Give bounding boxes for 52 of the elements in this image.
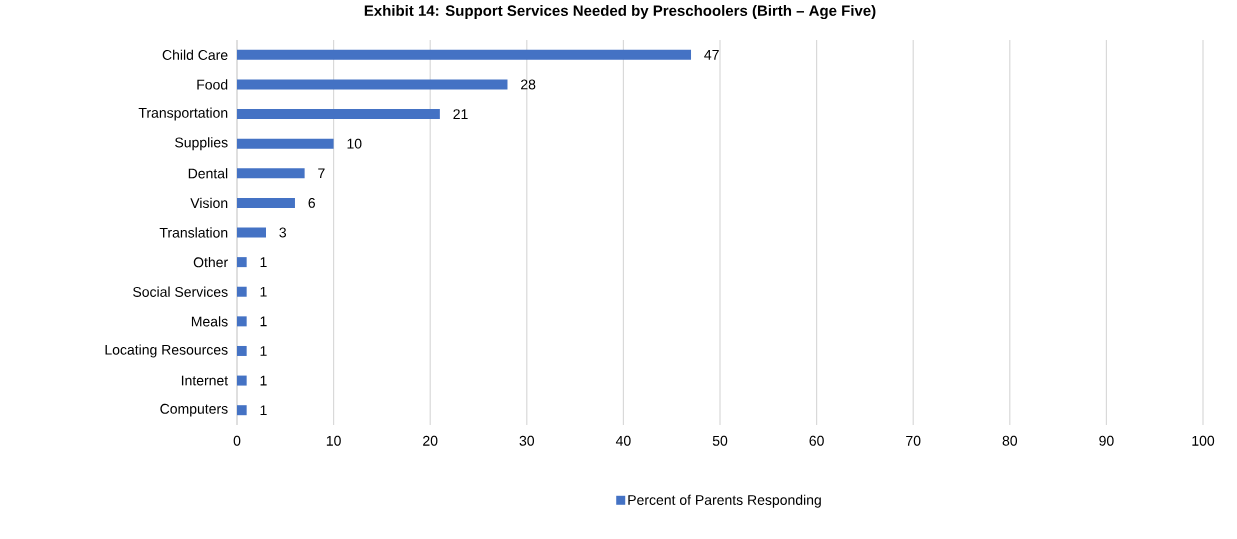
legend-label: Percent of Parents Responding [628,494,821,508]
x-tick-label: 0 [233,435,241,446]
x-tick-label: 30 [519,435,535,446]
data-label: 1 [260,375,267,386]
data-label: 6 [308,197,315,208]
x-tick-label: 100 [1192,435,1215,446]
data-label: 28 [521,79,536,90]
x-tick-label: 70 [906,435,921,446]
bar [237,79,508,90]
x-tick-label: 80 [1002,435,1018,446]
x-tick-label: 40 [615,435,631,446]
data-label: 1 [260,405,267,416]
y-tick-label: Dental [188,168,228,179]
bar [237,197,295,208]
x-tick-label: 10 [326,435,341,446]
data-label: 10 [347,138,362,149]
y-tick-label: Other [193,256,228,268]
bar [237,375,247,386]
data-label: 21 [453,109,468,119]
bar [237,345,247,356]
y-tick-label: Transportation [138,107,228,121]
bar [237,49,692,60]
y-tick-label: Food [197,79,228,90]
x-tick-label: 50 [712,435,728,446]
y-tick-label: Computers [160,403,228,417]
y-tick-label: Child Care [162,49,228,60]
bar [237,405,247,416]
bar [237,227,266,238]
bar [237,109,440,120]
data-label: 3 [279,227,287,238]
chart-title: Exhibit 14: Support Services Needed by Preschoolers (Birth – Age Five) [364,4,876,20]
bar [237,316,247,327]
bar [237,257,247,268]
data-label: 1 [260,316,267,327]
y-tick-label: Vision [190,197,228,209]
data-label: 1 [260,286,267,297]
x-tick-label: 20 [423,435,438,446]
bar [237,138,334,149]
x-tick-label: 60 [809,435,824,446]
y-tick-label: Internet [181,375,229,386]
x-tick-label: 90 [1099,435,1114,446]
y-tick-label: Social Services [133,286,228,297]
y-tick-label: Meals [191,316,228,327]
data-label: 47 [704,50,719,60]
bar [237,168,305,179]
data-label: 7 [318,168,325,179]
data-label: 1 [260,346,267,356]
y-tick-label: Locating Resources [105,344,228,358]
data-label: 1 [260,257,267,267]
y-tick-label: Translation [159,227,228,238]
bar [237,286,247,297]
y-tick-label: Supplies [175,137,228,151]
